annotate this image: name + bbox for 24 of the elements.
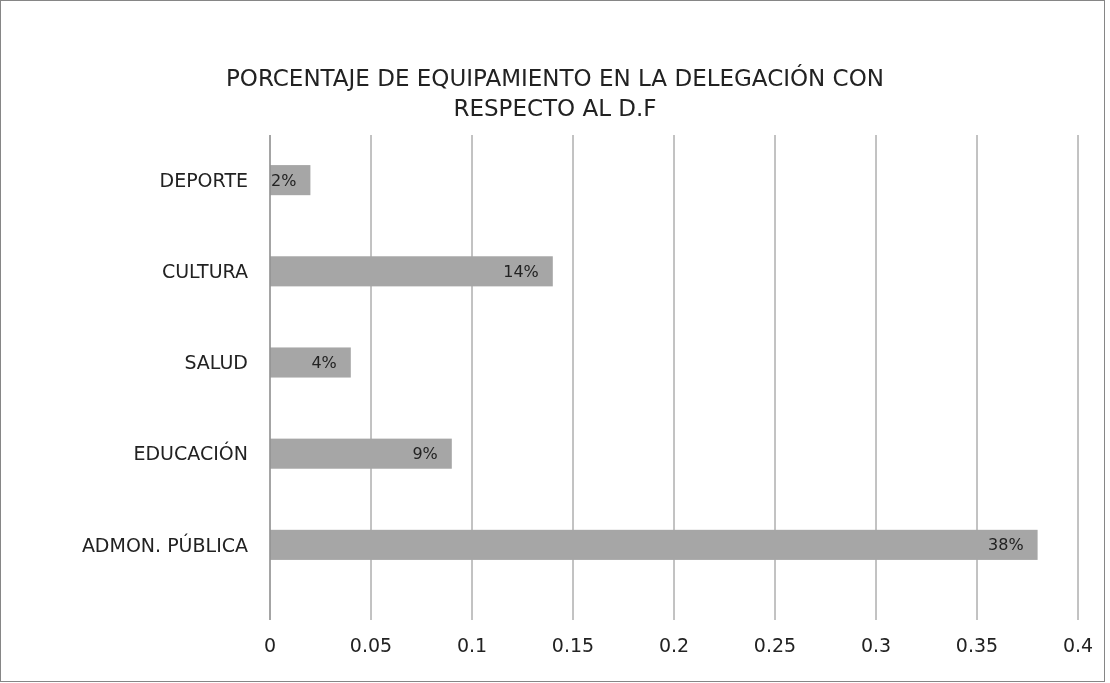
data-label: 4% [311,353,337,373]
y-tick-label: DEPORTE [159,168,248,191]
chart-title: PORCENTAJE DE EQUIPAMIENTO EN LA DELEGACIÓN CON RESPECTO AL D.F [225,64,885,121]
bar [270,256,553,287]
x-tick-label: 0.35 [955,634,999,656]
data-label: 9% [412,444,438,464]
y-tick-label: SALUD [184,351,248,374]
x-tick-label: 0.3 [860,634,892,656]
x-tick-label: 0 [263,634,277,656]
x-tick-label: 0.2 [658,634,690,656]
x-tick-label: 0.1 [456,634,488,656]
data-label: 2% [271,170,297,190]
x-tick-label: 0.15 [551,634,595,656]
y-tick-label: CULTURA [161,259,248,282]
data-label: 38% [988,535,1024,555]
data-label: 14% [503,261,539,281]
bar [270,347,351,378]
y-tick-label: ADMON. PÚBLICA [81,532,248,556]
y-tick-label: EDUCACIÓN [133,441,248,465]
x-tick-label: 0.05 [349,634,393,656]
bar [270,529,1038,560]
x-tick-label: 0.25 [753,634,797,656]
bar [270,438,452,469]
x-tick-label: 0.4 [1062,634,1094,656]
